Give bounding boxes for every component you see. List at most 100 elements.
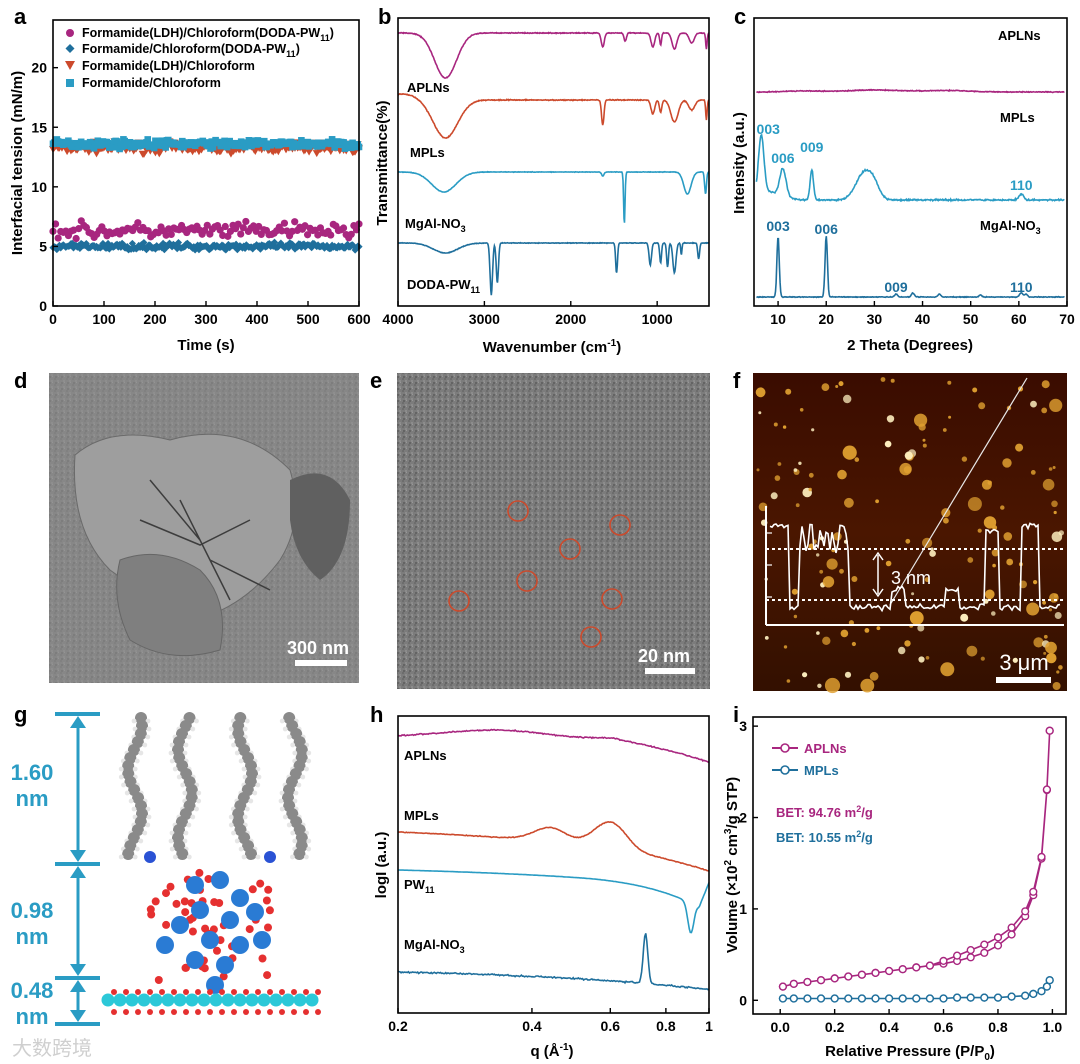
oxygen-atom bbox=[162, 920, 171, 929]
hydrogen-atom bbox=[278, 798, 284, 804]
hydroxyl-atom bbox=[255, 1009, 261, 1015]
afm-particle bbox=[1012, 657, 1018, 663]
afm-particle bbox=[842, 445, 857, 460]
afm-particle bbox=[756, 468, 760, 472]
peak-label: 006 bbox=[771, 150, 795, 166]
hydroxyl-atom bbox=[111, 1009, 117, 1015]
saxs-curve bbox=[398, 820, 710, 872]
isotherm-point bbox=[952, 951, 962, 960]
data-point bbox=[256, 245, 265, 253]
afm-particle bbox=[791, 588, 798, 595]
afm-particle bbox=[884, 440, 892, 448]
afm-particle bbox=[774, 475, 781, 481]
chart-c-peak-labels: 003 006 009 110 003 006 009 110 bbox=[757, 121, 1033, 295]
afm-particle bbox=[886, 415, 895, 423]
chart-b-lines bbox=[397, 31, 710, 296]
hydrogen-atom bbox=[183, 742, 189, 748]
hydroxyl-atom bbox=[195, 1009, 201, 1015]
afm-particle bbox=[904, 640, 911, 647]
dim-label-unit: nm bbox=[16, 1004, 49, 1029]
panel-label-e: e bbox=[370, 368, 382, 393]
hydrogen-atom bbox=[169, 830, 175, 836]
hydroxyl-atom bbox=[291, 989, 297, 995]
data-point bbox=[149, 141, 157, 148]
data-point bbox=[162, 144, 169, 151]
hydrogen-atom bbox=[242, 726, 248, 732]
tungsten-atom bbox=[231, 936, 249, 954]
afm-height-label: 3 nm bbox=[891, 568, 931, 588]
afm-particle bbox=[942, 428, 947, 432]
isotherm-point bbox=[1042, 982, 1052, 991]
metal-atom bbox=[125, 993, 139, 1007]
isotherm-point bbox=[898, 965, 907, 974]
chart-h-lines bbox=[397, 728, 710, 991]
isotherm-point bbox=[871, 968, 880, 978]
afm-particle bbox=[947, 380, 952, 385]
hydrogen-atom bbox=[242, 814, 248, 820]
metal-atom bbox=[245, 993, 259, 1007]
hydroxyl-atom bbox=[171, 989, 177, 995]
afm-particle bbox=[1052, 682, 1061, 690]
isotherm-point bbox=[830, 994, 839, 1003]
chart-h-frame bbox=[397, 715, 710, 1014]
afm-particle bbox=[1026, 602, 1040, 616]
nitrogen-atom bbox=[144, 851, 156, 863]
hydrogen-atom bbox=[145, 806, 151, 812]
chart-i-bet-aplns: BET: 94.76 m2/g bbox=[776, 804, 873, 820]
oxygen-atom bbox=[213, 946, 221, 955]
hydrogen-atom bbox=[238, 758, 244, 764]
afm-profile-ticks bbox=[766, 532, 772, 598]
hydrogen-atom bbox=[134, 758, 140, 764]
y-tick-label: 0 bbox=[739, 992, 747, 1008]
hydrogen-atom bbox=[255, 782, 261, 788]
cluster-circle bbox=[559, 538, 581, 560]
data-point bbox=[54, 234, 62, 242]
chart-i-ticks: 0.0 0.2 0.4 0.6 0.8 1.0 0 1 2 3 bbox=[739, 718, 1062, 1035]
x-tick-label: 4000 bbox=[382, 311, 413, 327]
chart-c-lines bbox=[755, 88, 1065, 299]
panel-label-g: g bbox=[14, 702, 27, 727]
chart-h-label-mpls: MPLs bbox=[404, 808, 439, 823]
hydrogen-atom bbox=[304, 766, 309, 772]
afm-particle bbox=[943, 517, 949, 524]
hydrogen-atom bbox=[145, 734, 151, 740]
tungsten-atom bbox=[186, 876, 204, 894]
metal-atom bbox=[305, 993, 319, 1007]
oxygen-atom bbox=[219, 972, 228, 981]
afm-scan-line bbox=[889, 377, 1028, 606]
isotherm-point bbox=[980, 948, 989, 957]
chart-h-ylabel: logI (a.u.) bbox=[373, 832, 390, 899]
chart-a-xlabel: Time (s) bbox=[177, 337, 234, 354]
chart-b-xlabel: Wavenumber (cm-1) bbox=[483, 338, 621, 356]
afm-particle bbox=[898, 646, 906, 655]
afm-particle bbox=[980, 656, 985, 661]
model-g: 1.60 nm 0.98 nm 0.48 nm bbox=[11, 712, 321, 1029]
x-tick-label: 0 bbox=[49, 311, 57, 327]
x-tick-label: 0.6 bbox=[934, 1019, 954, 1035]
hydroxyl-atom bbox=[219, 1009, 225, 1015]
isotherm-point bbox=[912, 963, 921, 972]
hydrogen-atom bbox=[296, 782, 302, 788]
isotherm-point bbox=[1007, 992, 1016, 1001]
hydroxyl-atom bbox=[123, 1009, 129, 1015]
isotherm-point bbox=[993, 941, 1003, 950]
hydrogen-atom bbox=[180, 782, 186, 788]
data-point bbox=[341, 145, 349, 152]
chart-c-ticks: 10 20 30 40 50 60 70 bbox=[770, 301, 1075, 327]
afm-particle bbox=[822, 636, 831, 645]
tungsten-atom bbox=[221, 911, 239, 929]
chart-i-ylabel: Volume (×102 cm3/g STP) bbox=[723, 777, 741, 953]
hydrogen-atom bbox=[290, 854, 295, 860]
tungsten-atom bbox=[171, 916, 189, 934]
isotherm-point bbox=[1045, 726, 1054, 735]
hydrogen-atom bbox=[131, 718, 137, 724]
isotherm-point bbox=[844, 994, 853, 1003]
hydrogen-atom bbox=[146, 726, 152, 732]
carbon-atom bbox=[122, 848, 135, 860]
hydrogen-atom bbox=[146, 814, 152, 820]
afm-particle bbox=[864, 628, 870, 633]
dim-label-value: 1.60 bbox=[11, 760, 54, 785]
data-point bbox=[269, 242, 277, 250]
chart-i: 0.0 0.2 0.4 0.6 0.8 1.0 0 1 2 3 APLNs MPLs BET: 9… bbox=[723, 716, 1067, 1063]
cluster-circle bbox=[448, 590, 470, 612]
